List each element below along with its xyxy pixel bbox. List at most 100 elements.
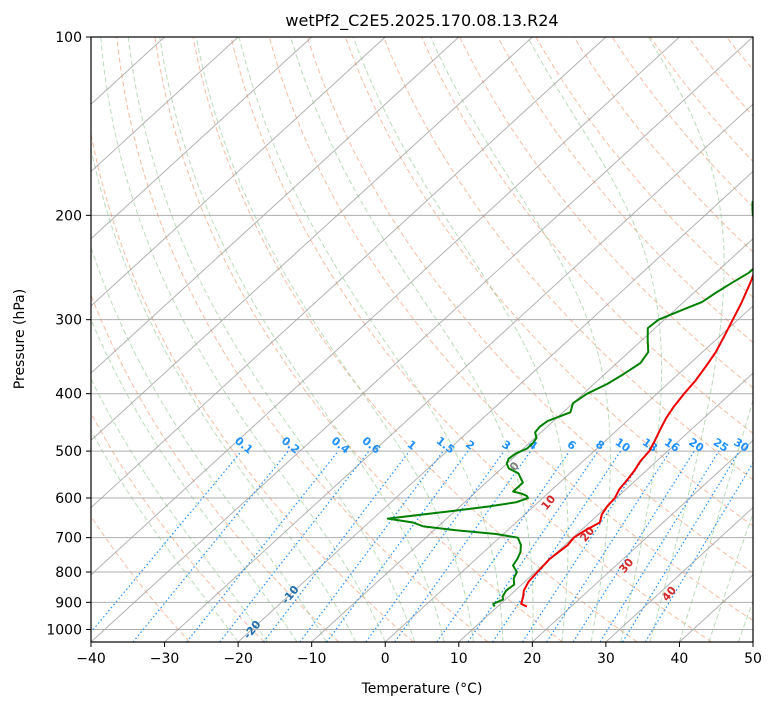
mixing-ratio-line bbox=[622, 450, 740, 642]
mixing-ratio-label: 1 bbox=[405, 438, 419, 453]
mixing-ratio-label: 36 bbox=[752, 436, 772, 455]
plot-frame bbox=[90, 36, 754, 643]
y-tick-label: 1000 bbox=[46, 622, 82, 638]
x-axis-label: Temperature (°C) bbox=[361, 681, 483, 697]
dewpoint-profile bbox=[386, 200, 753, 608]
isotherm bbox=[91, 37, 313, 240]
isotherm bbox=[531, 439, 753, 642]
mixing-ratio-line bbox=[326, 450, 469, 642]
dry-adiabat bbox=[497, 37, 753, 344]
dry-adiabat bbox=[765, 37, 775, 642]
y-axis-label: Pressure (hPa) bbox=[12, 289, 28, 389]
x-tick-label: −30 bbox=[150, 651, 180, 667]
mixing-ratio-line bbox=[572, 450, 695, 642]
moist-adiabat bbox=[91, 377, 268, 642]
dry-adiabat bbox=[726, 37, 753, 71]
dry-adiabat bbox=[116, 37, 489, 642]
mixing-ratio-label: 30 bbox=[731, 436, 751, 455]
isotherm bbox=[237, 170, 753, 642]
dry-adiabat bbox=[306, 37, 753, 574]
moist-adiabat bbox=[127, 37, 416, 642]
moist-adiabat bbox=[91, 146, 357, 642]
dry-adiabat bbox=[611, 37, 753, 208]
moist-adiabat bbox=[238, 37, 504, 642]
mixing-ratio-label: 25 bbox=[711, 436, 731, 455]
dry-adiabat bbox=[154, 37, 563, 642]
mixing-ratio-label: 0.1 bbox=[232, 434, 255, 456]
moist-adiabat-label: 30 bbox=[617, 556, 637, 576]
x-tick-label: 10 bbox=[450, 651, 468, 667]
mixing-ratio-label: 3 bbox=[499, 438, 513, 453]
moist-adiabat bbox=[100, 37, 386, 642]
x-tick-label: 50 bbox=[744, 651, 762, 667]
mixing-ratio-line bbox=[492, 450, 622, 642]
dry-adiabat bbox=[91, 412, 265, 642]
isotherm bbox=[91, 37, 533, 442]
isotherm bbox=[311, 237, 753, 642]
isotherm bbox=[605, 506, 753, 642]
y-axis: 100 200 300 400 500 600 700 800 900 1000 bbox=[46, 30, 91, 638]
dry-adiabat bbox=[687, 37, 753, 117]
y-tick-label: 600 bbox=[55, 491, 82, 507]
moist-adiabat bbox=[708, 512, 753, 642]
mixing-ratio-label: 0.6 bbox=[359, 434, 383, 457]
moist-adiabat bbox=[430, 37, 611, 642]
y-tick-label: 800 bbox=[55, 565, 82, 581]
moist-adiabat bbox=[91, 246, 327, 642]
moist-adiabat bbox=[737, 599, 753, 642]
mixing-ratio-line bbox=[467, 450, 599, 642]
moist-adiabat bbox=[195, 37, 474, 642]
moist-adiabat bbox=[91, 429, 239, 642]
moist-adiabat bbox=[290, 37, 534, 642]
mixing-ratio-line bbox=[132, 450, 289, 642]
y-tick-label: 100 bbox=[55, 30, 82, 46]
isotherm bbox=[91, 37, 680, 576]
dry-adiabat bbox=[535, 37, 753, 298]
mixing-ratio-line bbox=[394, 450, 532, 642]
chart-title: wetPf2_C2E5.2025.170.08.13.R24 bbox=[285, 11, 558, 31]
isotherm bbox=[384, 305, 753, 642]
mixing-ratio-line bbox=[263, 450, 411, 642]
moist-adiabat-label: 40 bbox=[659, 584, 679, 604]
mixing-ratio-line bbox=[436, 450, 570, 642]
dry-adiabat bbox=[421, 37, 753, 435]
x-tick-label: −20 bbox=[223, 651, 253, 667]
x-tick-label: 40 bbox=[671, 651, 689, 667]
mixing-ratio-line bbox=[365, 450, 505, 642]
mixing-ratio-label: 1.5 bbox=[434, 434, 457, 456]
x-axis: −40 −30 −20 −10 0 10 20 30 40 50 bbox=[76, 642, 762, 667]
isotherm bbox=[164, 103, 753, 642]
moist-adiabat bbox=[648, 37, 725, 642]
mixing-ratio-label: 10 bbox=[613, 436, 633, 456]
dry-adiabat bbox=[268, 37, 753, 622]
mixing-ratio-label: 16 bbox=[662, 436, 682, 455]
x-tick-label: 30 bbox=[597, 651, 615, 667]
isotherm bbox=[91, 37, 386, 307]
x-tick-label: −40 bbox=[76, 651, 106, 667]
y-tick-label: 200 bbox=[55, 208, 82, 224]
temperature-profile bbox=[520, 272, 753, 608]
mixing-ratio-line bbox=[546, 450, 671, 642]
y-tick-label: 500 bbox=[55, 444, 82, 460]
moist-adiabat bbox=[159, 37, 445, 642]
moist-adiabat bbox=[91, 318, 298, 642]
x-tick-label: 20 bbox=[523, 651, 541, 667]
mixing-ratio-line bbox=[644, 461, 753, 642]
moist-adiabat bbox=[352, 37, 569, 642]
y-tick-label: 900 bbox=[55, 595, 82, 611]
moist-adiabat bbox=[678, 398, 753, 642]
moist-adiabat-label: 10 bbox=[539, 492, 559, 512]
isotherm bbox=[91, 37, 239, 173]
isotherm bbox=[91, 37, 753, 642]
x-tick-label: 0 bbox=[381, 651, 390, 667]
y-tick-label: 300 bbox=[55, 313, 82, 329]
isotherm bbox=[752, 641, 753, 642]
mixing-ratio-line bbox=[219, 450, 370, 642]
dry-adiabat bbox=[91, 131, 414, 642]
mixing-ratio-label: 20 bbox=[686, 436, 706, 455]
mixing-ratio-label: 2 bbox=[463, 438, 477, 453]
dry-adiabat bbox=[91, 515, 191, 642]
plot-area: 0.1 0.2 0.4 0.6 1 1.5 2 3 4 6 8 10 13 16 20 25 30 36-20-1… bbox=[91, 37, 775, 642]
y-tick-label: 400 bbox=[55, 387, 82, 403]
